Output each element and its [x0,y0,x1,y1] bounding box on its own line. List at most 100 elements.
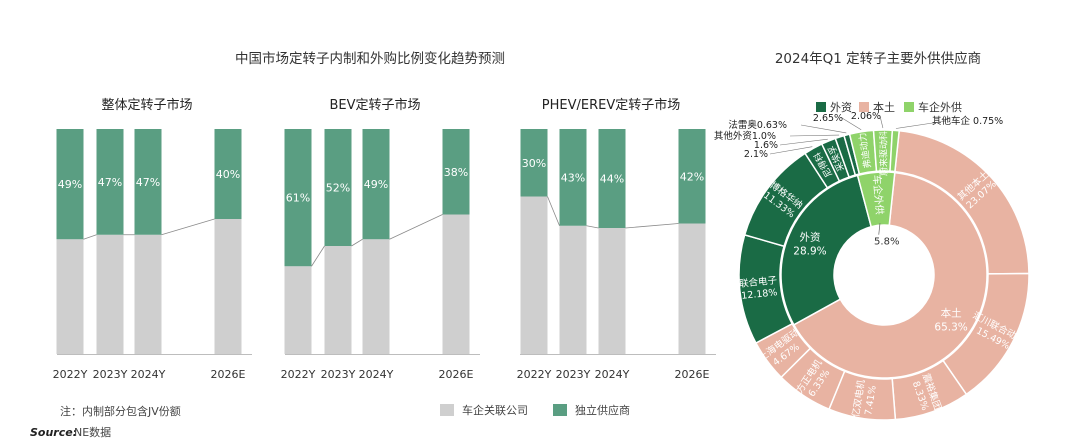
bar-affiliate [284,266,312,354]
leader-line [879,115,884,129]
bar-independent [134,129,162,235]
bar-affiliate [520,196,548,354]
x-tick-label: 2023Y [321,368,356,381]
outer-ring-label: 亿双电机 [850,378,868,418]
legend-swatch-affiliate [440,404,454,416]
bar-value-label: 30% [522,157,546,170]
inner-ring-value: 65.3% [934,321,967,333]
connector-line [311,245,325,267]
pie-legend-swatch-foreign [816,102,826,112]
outer-ext-label: 其他车企 0.75% [932,115,1003,127]
x-tick-label: 2023Y [93,368,128,381]
leader-line [895,120,947,129]
outer-ring-label: 蔚来驱动科技 [877,122,889,176]
connector-line [547,196,560,226]
bar-value-label: 49% [58,178,82,191]
bar-independent [56,129,84,240]
bar-chart-title: 整体定转子市场 [101,97,192,113]
x-tick-label: 2026E [211,368,246,381]
inner-ring-label: 本土 [941,306,962,319]
bar-value-label: 42% [680,170,704,183]
outer-ext-label: 法雷奥0.63% [728,119,787,131]
outer-ring-label: 联合电子 [739,274,779,290]
bar-independent [324,129,352,246]
left-title: 中国市场定转子内制和外购比例变化趋势预测 [235,50,505,67]
x-tick-label: 2026E [675,368,710,381]
bar-affiliate [96,234,124,354]
connector-line [586,225,599,229]
bar-chart-title: PHEV/EREV定转子市场 [542,97,680,113]
bar-independent [96,129,124,235]
bar-affiliate [678,223,706,354]
bar-affiliate [324,246,352,354]
bar-independent [442,129,470,215]
source-label: Source: [30,426,77,439]
bar-affiliate [362,239,390,354]
connector-line [625,223,679,229]
bar-value-label: 61% [286,192,310,205]
leader-line [779,138,828,146]
x-tick-label: 2022Y [53,368,88,381]
bar-independent [559,129,587,226]
pie-legend-label-oem: 车企外供 [918,100,962,114]
bar-affiliate [559,225,587,354]
bar-chart-1: 整体定转子市场 49% 2022Y 47% 2023Y 47% 2024Y 40% 2026E [53,97,252,381]
inner-ring-segment [856,171,896,228]
legend-label-affiliate: 车企关联公司 [462,403,528,417]
pie-legend-swatch-domestic [859,102,869,112]
inner-ring-label: 车企外供 [870,174,886,215]
bar-independent [678,129,706,224]
inner-ring-value: 28.9% [793,245,826,257]
bar-affiliate [598,228,626,354]
pie-legend-label-domestic: 本土 [873,100,895,114]
pie-legend-label-foreign: 外资 [830,101,852,114]
bar-value-label: 49% [364,178,388,191]
inner-ring-segment [792,171,988,379]
leader-line [800,124,847,134]
x-tick-label: 2024Y [131,368,166,381]
bar-independent [214,129,242,219]
pie-title: 2024年Q1 定转子主要外供供应商 [775,50,981,67]
bar-affiliate [442,214,470,354]
legend-label-independent: 独立供应商 [575,403,630,417]
bar-independent [284,129,312,267]
bar-chart-title: BEV定转子市场 [329,97,420,113]
bar-chart-3: PHEV/EREV定转子市场 30% 2022Y 43% 2023Y 44% 2024Y 42… [517,97,716,381]
x-tick-label: 2026E [439,368,474,381]
legend-swatch-independent [553,404,567,416]
bar-value-label: 43% [561,171,585,184]
outer-ext-label: 1.6% [754,140,778,151]
bar-value-label: 47% [136,176,160,189]
inner-ring-value: 5.8% [874,237,899,248]
x-tick-label: 2022Y [517,368,552,381]
source-text: NE数据 [74,425,111,439]
bar-value-label: 44% [600,173,624,186]
bar-value-label: 38% [444,166,468,179]
leader-line [769,146,813,155]
outer-ext-label: 2.65% [813,113,843,124]
bar-chart-2: BEV定转子市场 61% 2022Y 52% 2023Y 49% 2024Y 38% 2026E [281,97,480,381]
connector-line [161,218,215,236]
inner-ring-segment [780,174,873,326]
x-tick-label: 2024Y [595,368,630,381]
leader-line [789,134,840,137]
bar-independent [598,129,626,228]
outer-ext-label: 2.1% [744,149,768,160]
bar-independent [362,129,390,240]
connector-line [351,238,363,247]
outer-ext-label: 其他外资1.0% [714,130,776,142]
outer-ring-value: 7.41% [863,385,879,417]
bar-value-label: 52% [326,182,350,195]
inner-ring-label: 外资 [799,231,820,243]
x-tick-label: 2022Y [281,368,316,381]
bar-affiliate [214,219,242,354]
outer-label-group: 蔚来驱动科技 [877,122,889,176]
outer-ring-segment [889,129,901,173]
bar-affiliate [134,234,162,354]
outer-ext-label: 2.06% [851,111,881,122]
bar-affiliate [56,239,84,354]
bar-independent [520,129,548,197]
